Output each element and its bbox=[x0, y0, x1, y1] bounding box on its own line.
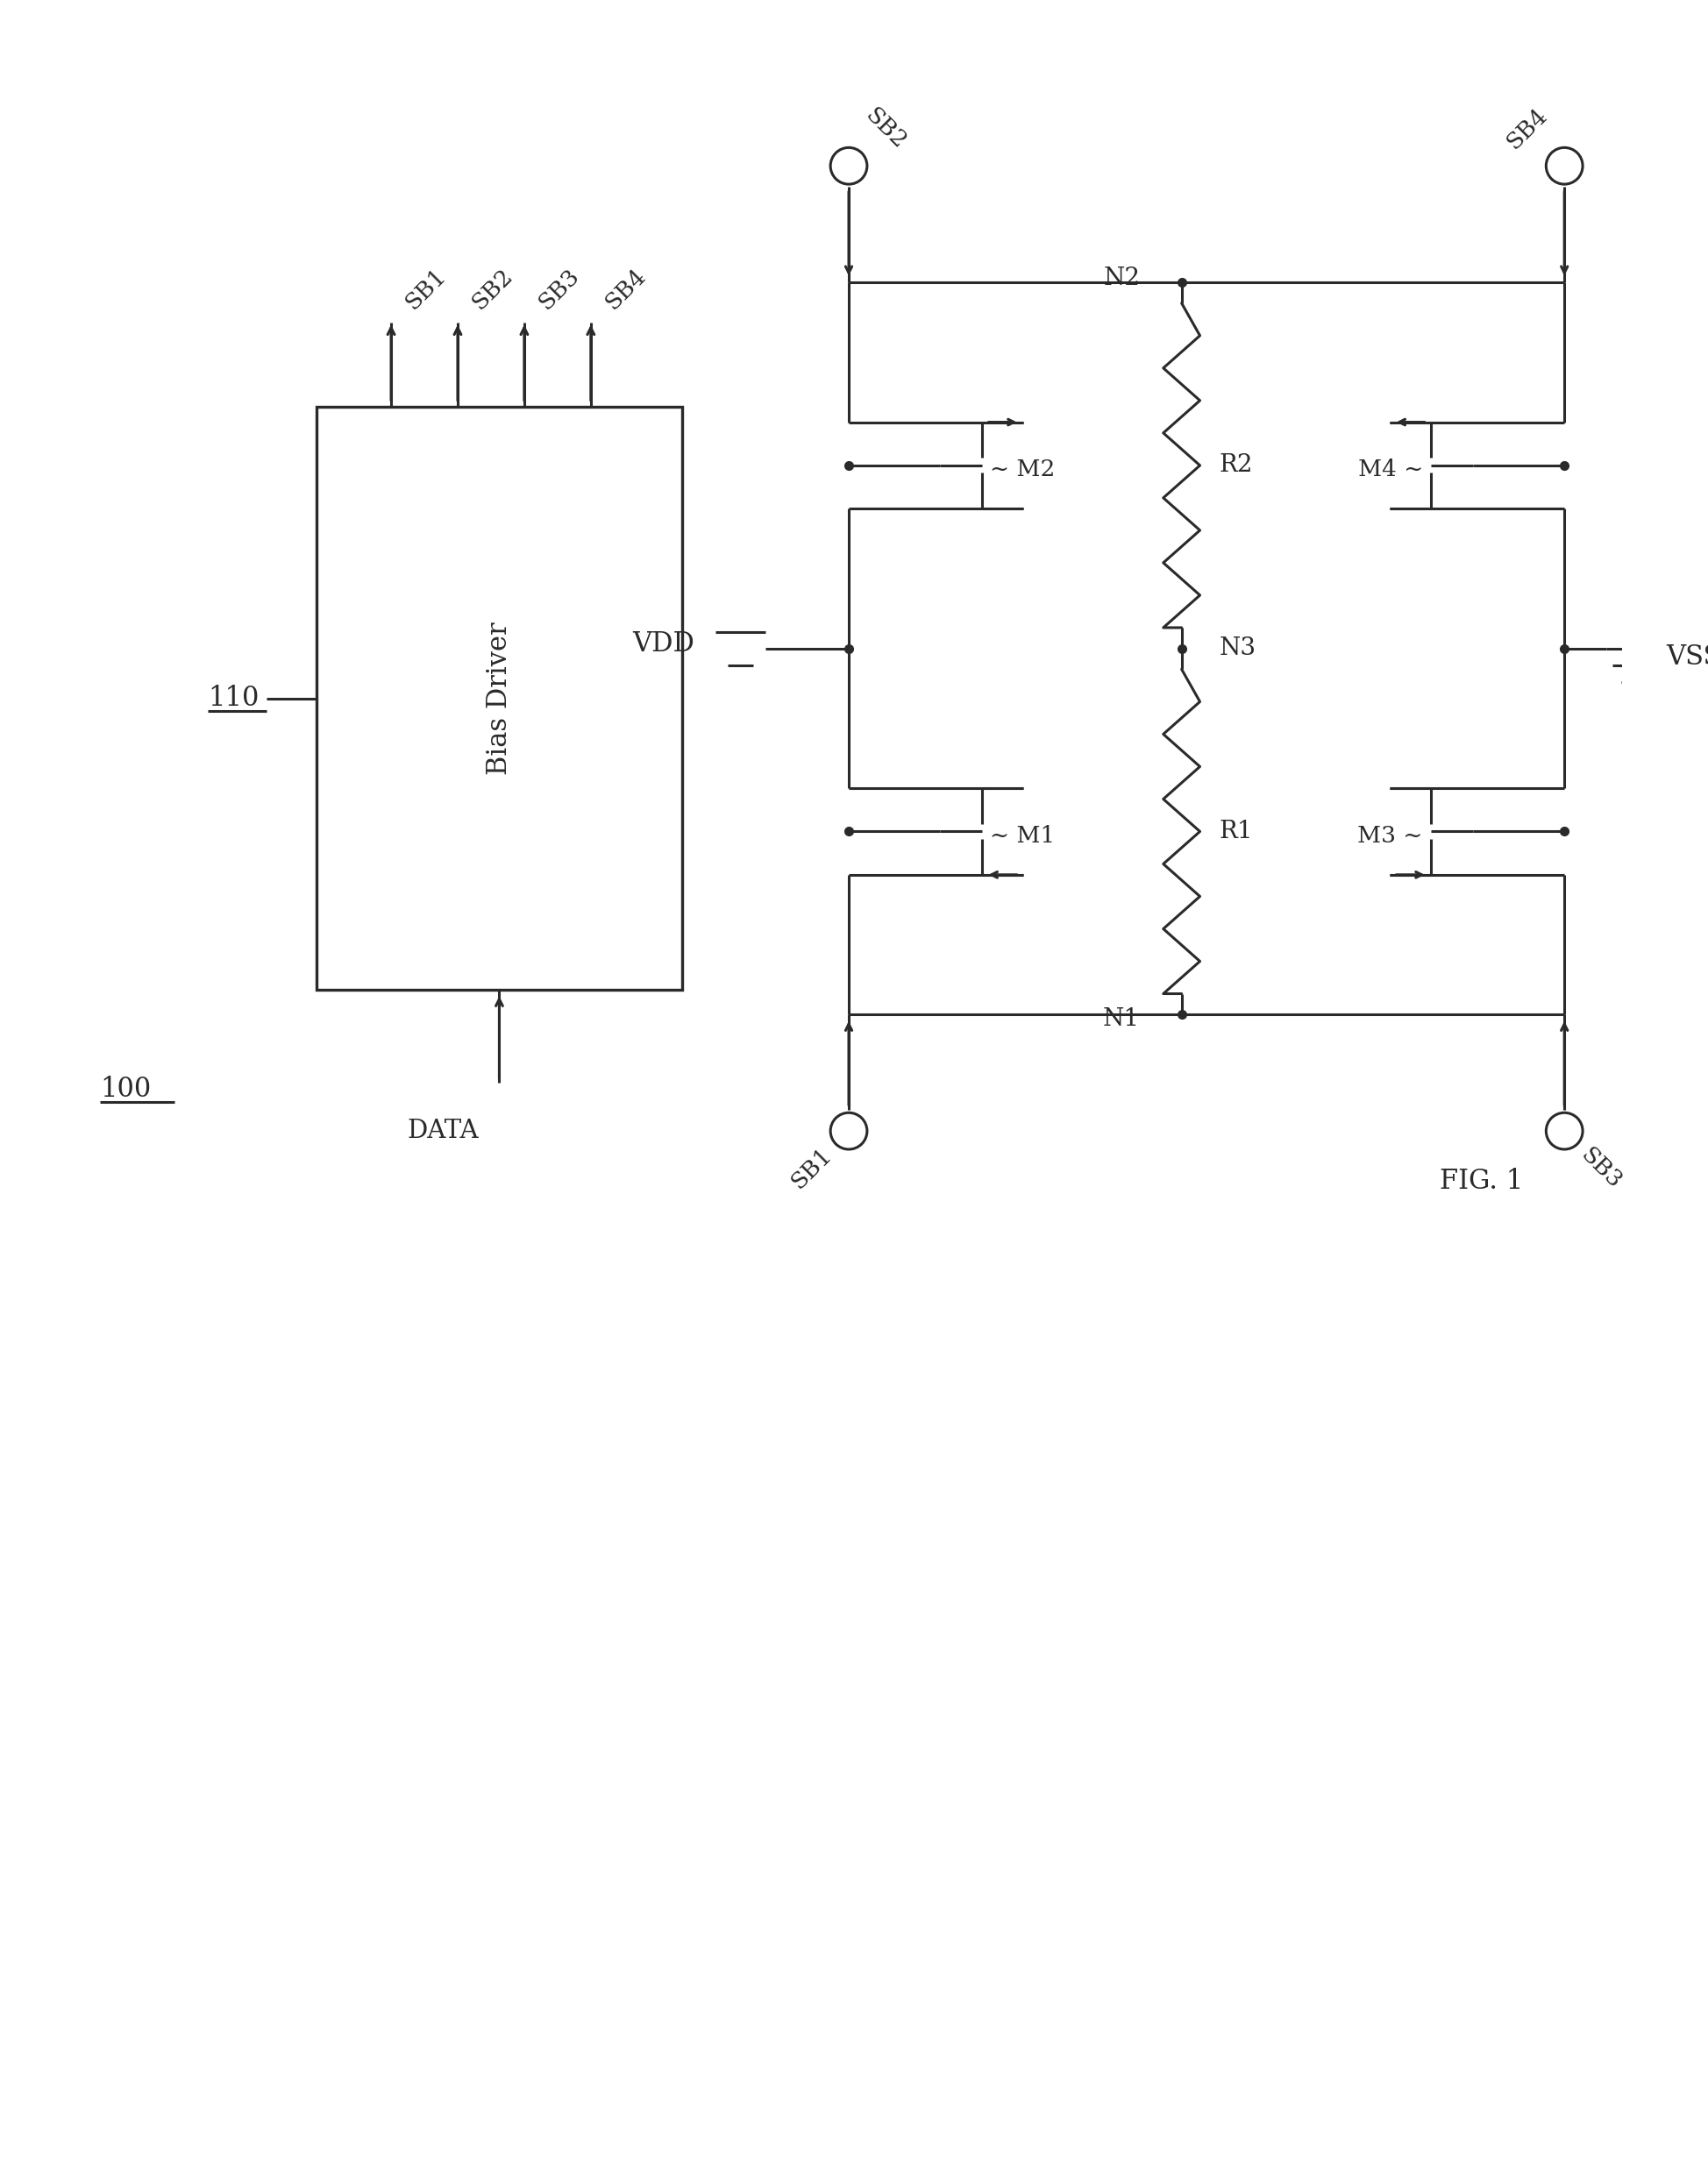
Text: SB2: SB2 bbox=[861, 104, 910, 154]
Text: SB2: SB2 bbox=[468, 264, 516, 314]
Text: 110: 110 bbox=[208, 685, 260, 711]
Text: SB1: SB1 bbox=[787, 1145, 835, 1192]
Text: VDD: VDD bbox=[632, 631, 695, 657]
Text: R1: R1 bbox=[1218, 820, 1252, 843]
Text: FIG. 1: FIG. 1 bbox=[1438, 1166, 1522, 1195]
Text: 100: 100 bbox=[99, 1075, 150, 1104]
Text: SB1: SB1 bbox=[401, 264, 449, 314]
Text: R2: R2 bbox=[1218, 453, 1252, 477]
Text: DATA: DATA bbox=[407, 1119, 478, 1143]
Text: M4 ~: M4 ~ bbox=[1358, 460, 1423, 481]
Text: M3 ~: M3 ~ bbox=[1358, 824, 1423, 848]
Text: SB3: SB3 bbox=[535, 264, 582, 314]
Text: SB4: SB4 bbox=[601, 264, 649, 314]
Text: SB4: SB4 bbox=[1501, 104, 1551, 154]
Text: N1: N1 bbox=[1102, 1006, 1139, 1030]
Text: N2: N2 bbox=[1103, 267, 1139, 291]
Text: VSS: VSS bbox=[1665, 644, 1708, 670]
Text: ~ M2: ~ M2 bbox=[989, 460, 1056, 481]
Text: N3: N3 bbox=[1218, 637, 1255, 661]
Text: Bias Driver: Bias Driver bbox=[485, 622, 512, 774]
Text: ~ M1: ~ M1 bbox=[989, 824, 1056, 848]
Text: SB3: SB3 bbox=[1576, 1145, 1626, 1192]
FancyBboxPatch shape bbox=[316, 408, 681, 989]
